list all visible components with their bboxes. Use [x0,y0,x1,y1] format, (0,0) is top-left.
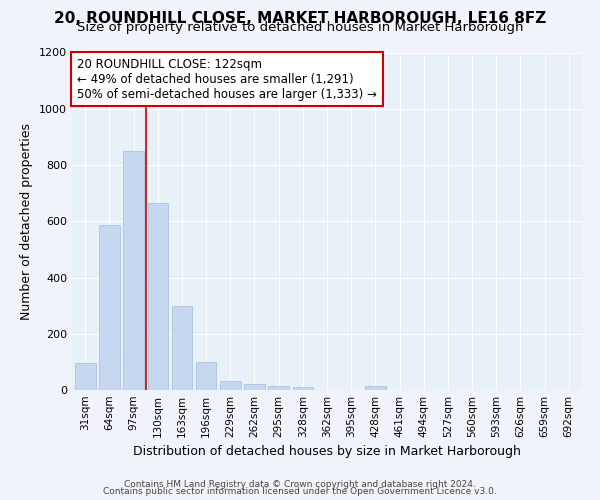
Bar [244,384,265,390]
Text: 20 ROUNDHILL CLOSE: 122sqm
← 49% of detached houses are smaller (1,291)
50% of s: 20 ROUNDHILL CLOSE: 122sqm ← 49% of deta… [77,58,377,100]
Bar [148,203,168,390]
X-axis label: Distribution of detached houses by size in Market Harborough: Distribution of detached houses by size … [133,446,521,458]
Text: Contains HM Land Registry data © Crown copyright and database right 2024.: Contains HM Land Registry data © Crown c… [124,480,476,489]
Text: 20, ROUNDHILL CLOSE, MARKET HARBOROUGH, LE16 8FZ: 20, ROUNDHILL CLOSE, MARKET HARBOROUGH, … [54,11,546,26]
Bar [172,306,192,390]
Text: Size of property relative to detached houses in Market Harborough: Size of property relative to detached ho… [77,22,523,35]
Bar [220,381,241,390]
Bar [365,386,386,390]
Bar [75,364,95,390]
Bar [99,226,120,390]
Text: Contains public sector information licensed under the Open Government Licence v3: Contains public sector information licen… [103,487,497,496]
Bar [124,151,144,390]
Bar [268,386,289,390]
Y-axis label: Number of detached properties: Number of detached properties [20,122,34,320]
Bar [196,362,217,390]
Bar [293,386,313,390]
